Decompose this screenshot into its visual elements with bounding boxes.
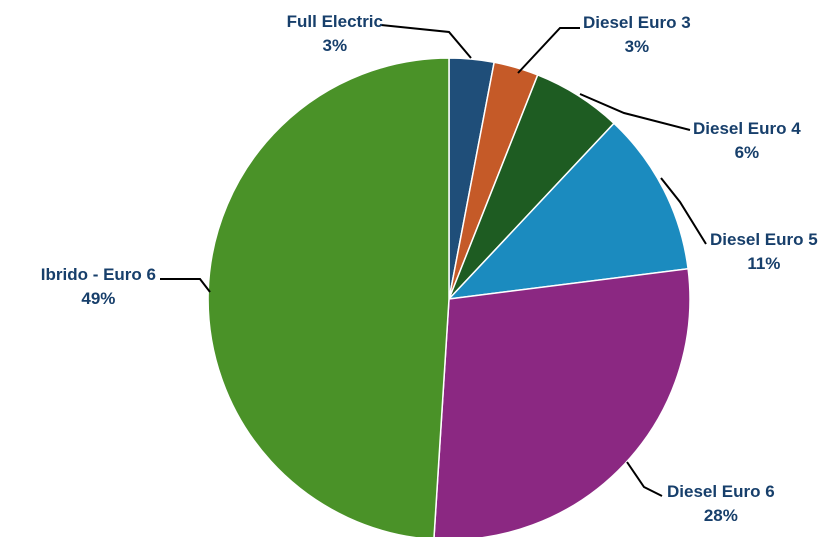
slice-labels: Full Electric 3%Diesel Euro 3 3%Diesel Eur…	[41, 12, 818, 525]
data-label-diesel-euro-4: Diesel Euro 4 6%	[693, 119, 801, 162]
data-label-name: Ibrido - Euro 6	[41, 265, 156, 284]
data-label-value: 3%	[625, 37, 650, 56]
data-label-ibrido-euro-6: Ibrido - Euro 6 49%	[41, 265, 156, 308]
data-label-diesel-euro-3: Diesel Euro 3 3%	[583, 13, 691, 56]
data-label-value: 6%	[735, 143, 760, 162]
pie-slice-diesel-euro-5	[447, 122, 689, 301]
pie-slices	[207, 57, 691, 537]
data-label-value: 3%	[323, 36, 348, 55]
data-label-name: Full Electric	[287, 12, 383, 31]
pie-slice-diesel-euro-6	[433, 267, 691, 537]
leader-line-diesel-euro-5	[660, 177, 707, 245]
leader-lines	[160, 24, 707, 497]
data-label-value: 49%	[81, 289, 115, 308]
data-label-value: 11%	[747, 254, 780, 273]
leader-line-ibrido-euro-6	[160, 278, 211, 293]
data-label-full-electric: Full Electric 3%	[287, 12, 383, 55]
data-label-diesel-euro-6: Diesel Euro 6 28%	[667, 482, 775, 525]
data-label-name: Diesel Euro 4	[693, 119, 801, 138]
leader-line-full-electric	[380, 24, 472, 59]
leader-line-diesel-euro-4	[579, 93, 691, 131]
pie-slice-ibrido-euro-6	[207, 57, 450, 537]
data-label-value: 28%	[704, 506, 738, 525]
leader-line-diesel-euro-3	[517, 27, 580, 74]
data-label-name: Diesel Euro 3	[583, 13, 691, 32]
data-label-name: Diesel Euro 6	[667, 482, 775, 501]
data-label-name: Diesel Euro 5	[710, 230, 818, 249]
leader-line-diesel-euro-6	[626, 461, 663, 497]
data-label-diesel-euro-5: Diesel Euro 5 11%	[710, 230, 818, 273]
